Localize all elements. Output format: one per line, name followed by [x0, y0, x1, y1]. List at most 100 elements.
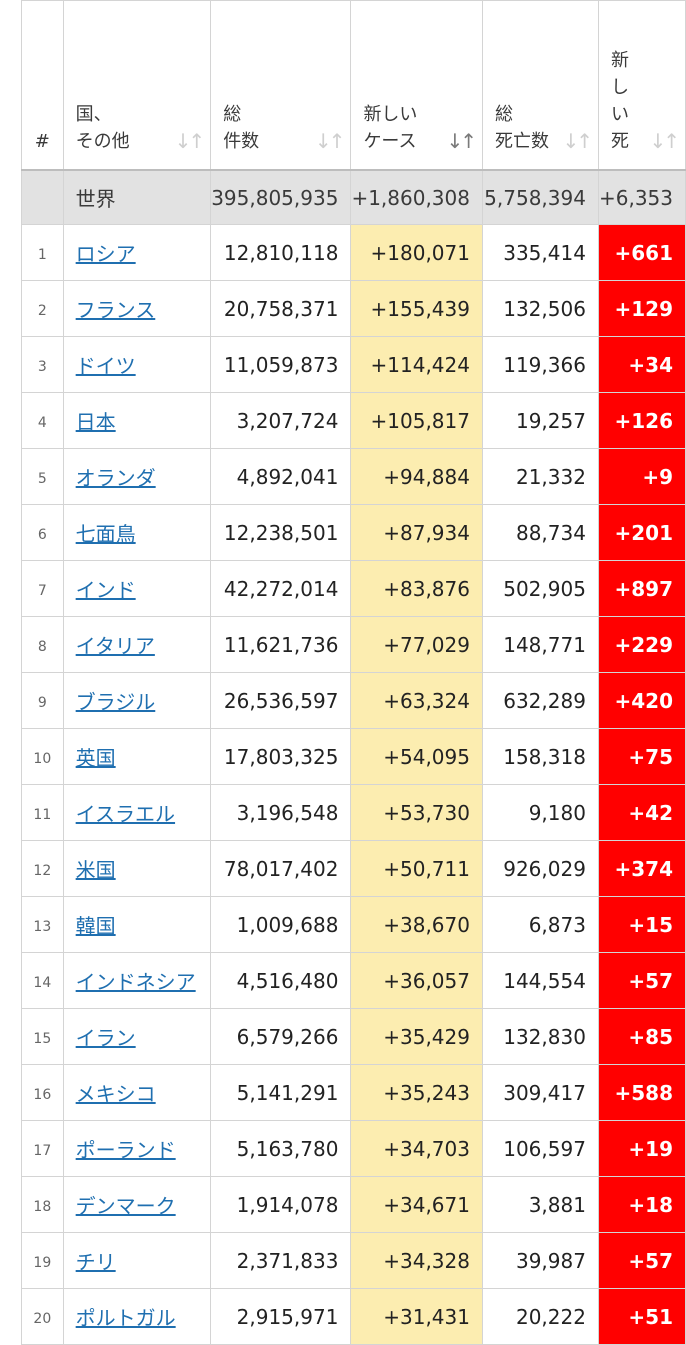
total-cases-cell: 1,914,078	[210, 1176, 352, 1233]
total-deaths-cell: 335,414	[481, 224, 599, 281]
rank-cell: 10	[21, 728, 64, 785]
total-deaths-cell: 502,905	[481, 560, 599, 617]
country-rows: 1 ロシア 12,810,118 +180,071 335,414 +661 2 フランス 20…	[21, 224, 686, 1345]
sort-icon[interactable]: ↓↑	[649, 129, 679, 153]
total-cases-cell: 12,810,118	[210, 224, 352, 281]
table-row: 13 韓国 1,009,688 +38,670 6,873 +15	[21, 896, 686, 953]
total-cases-cell: 2,915,971	[210, 1288, 352, 1345]
rank-cell: 14	[21, 952, 64, 1009]
country-link[interactable]: フランス	[75, 298, 156, 322]
column-header-total-deaths[interactable]: 総 死亡数 ↓↑	[481, 0, 599, 171]
country-link[interactable]: 韓国	[75, 914, 116, 938]
total-deaths-cell: 632,289	[481, 672, 599, 729]
new-cases-cell: +155,439	[350, 280, 483, 337]
new-cases-cell: +54,095	[350, 728, 483, 785]
country-cell: ブラジル	[62, 672, 212, 729]
new-deaths-cell: +129	[597, 280, 686, 337]
total-deaths-cell: 9,180	[481, 784, 599, 841]
total-cases-cell: 5,163,780	[210, 1120, 352, 1177]
country-link[interactable]: イスラエル	[75, 802, 176, 826]
country-link[interactable]: デンマーク	[75, 1194, 176, 1218]
new-cases-cell: +77,029	[350, 616, 483, 673]
table-row: 3 ドイツ 11,059,873 +114,424 119,366 +34	[21, 336, 686, 393]
new-cases-cell: +63,324	[350, 672, 483, 729]
rank-cell: 13	[21, 896, 64, 953]
world-rank-cell	[21, 169, 64, 225]
total-cases-cell: 4,892,041	[210, 448, 352, 505]
header-row: # 国、 その他 ↓↑ 総 件数 ↓↑ 新しい ケース	[21, 0, 686, 171]
sort-icon[interactable]: ↓↑	[174, 129, 205, 153]
country-link[interactable]: ポルトガル	[75, 1306, 176, 1330]
new-cases-cell: +87,934	[350, 504, 483, 561]
new-cases-cell: +35,429	[350, 1008, 483, 1065]
country-link[interactable]: メキシコ	[75, 1082, 156, 1106]
country-link[interactable]: 米国	[75, 858, 116, 882]
total-cases-cell: 1,009,688	[210, 896, 352, 953]
covid-country-table: # 国、 その他 ↓↑ 総 件数 ↓↑ 新しい ケース	[21, 0, 686, 1345]
country-link[interactable]: インド	[75, 578, 136, 602]
country-cell: 七面鳥	[62, 504, 212, 561]
total-cases-cell: 5,141,291	[210, 1064, 352, 1121]
total-cases-cell: 20,758,371	[210, 280, 352, 337]
total-deaths-cell: 309,417	[481, 1064, 599, 1121]
country-cell: ドイツ	[62, 336, 212, 393]
country-cell: イスラエル	[62, 784, 212, 841]
column-header-total-label-1: 総	[223, 104, 242, 125]
country-link[interactable]: イタリア	[75, 634, 155, 658]
country-link[interactable]: チリ	[75, 1250, 116, 1274]
country-link[interactable]: ブラジル	[75, 690, 156, 714]
new-deaths-cell: +19	[597, 1120, 686, 1177]
sort-icon[interactable]: ↓↑	[562, 129, 592, 153]
new-deaths-cell: +201	[597, 504, 686, 561]
new-cases-cell: +114,424	[350, 336, 483, 393]
sort-icon[interactable]: ↓↑	[314, 129, 345, 153]
rank-cell: 18	[21, 1176, 64, 1233]
table-row: 17 ポーランド 5,163,780 +34,703 106,597 +19	[21, 1120, 686, 1177]
country-link[interactable]: ロシア	[75, 242, 136, 266]
country-cell: 米国	[62, 840, 212, 897]
world-total-row: 世界 395,805,935 +1,860,308 5,758,394 +6,3…	[21, 169, 686, 225]
total-cases-cell: 42,272,014	[210, 560, 352, 617]
new-deaths-cell: +57	[597, 1232, 686, 1289]
rank-cell: 2	[21, 280, 64, 337]
table-row: 6 七面鳥 12,238,501 +87,934 88,734 +201	[21, 504, 686, 561]
rank-cell: 6	[21, 504, 64, 561]
country-cell: 韓国	[62, 896, 212, 953]
total-deaths-cell: 119,366	[481, 336, 599, 393]
country-link[interactable]: イラン	[75, 1026, 136, 1050]
new-cases-cell: +34,328	[350, 1232, 483, 1289]
column-header-new-deaths-label-4: 死	[610, 131, 629, 152]
new-deaths-cell: +420	[597, 672, 686, 729]
total-cases-cell: 3,207,724	[210, 392, 352, 449]
sort-desc-icon[interactable]: ↓↑	[446, 129, 476, 153]
country-link[interactable]: ドイツ	[75, 354, 136, 378]
total-deaths-cell: 39,987	[481, 1232, 599, 1289]
column-header-total-cases[interactable]: 総 件数 ↓↑	[210, 0, 352, 171]
country-cell: ポルトガル	[62, 1288, 212, 1345]
world-total-deaths: 5,758,394	[481, 169, 599, 225]
column-header-country[interactable]: 国、 その他 ↓↑	[62, 0, 212, 171]
country-cell: インドネシア	[62, 952, 212, 1009]
country-link[interactable]: ポーランド	[75, 1138, 176, 1162]
country-cell: ロシア	[62, 224, 212, 281]
country-link[interactable]: 英国	[75, 746, 116, 770]
rank-cell: 3	[21, 336, 64, 393]
column-header-new-cases-label-1: 新しい	[363, 104, 418, 125]
total-deaths-cell: 106,597	[481, 1120, 599, 1177]
total-deaths-cell: 144,554	[481, 952, 599, 1009]
total-cases-cell: 11,059,873	[210, 336, 352, 393]
table-row: 16 メキシコ 5,141,291 +35,243 309,417 +588	[21, 1064, 686, 1121]
column-header-new-deaths[interactable]: 新 し い 死 ↓↑	[597, 0, 686, 171]
total-deaths-cell: 19,257	[481, 392, 599, 449]
total-cases-cell: 26,536,597	[210, 672, 352, 729]
new-deaths-cell: +588	[597, 1064, 686, 1121]
rank-cell: 5	[21, 448, 64, 505]
country-link[interactable]: 日本	[75, 410, 116, 434]
column-header-new-cases[interactable]: 新しい ケース ↓↑	[350, 0, 483, 171]
country-link[interactable]: 七面鳥	[75, 522, 136, 546]
table-row: 11 イスラエル 3,196,548 +53,730 9,180 +42	[21, 784, 686, 841]
country-link[interactable]: インドネシア	[75, 970, 196, 994]
country-cell: インド	[62, 560, 212, 617]
country-link[interactable]: オランダ	[75, 466, 156, 490]
new-deaths-cell: +34	[597, 336, 686, 393]
